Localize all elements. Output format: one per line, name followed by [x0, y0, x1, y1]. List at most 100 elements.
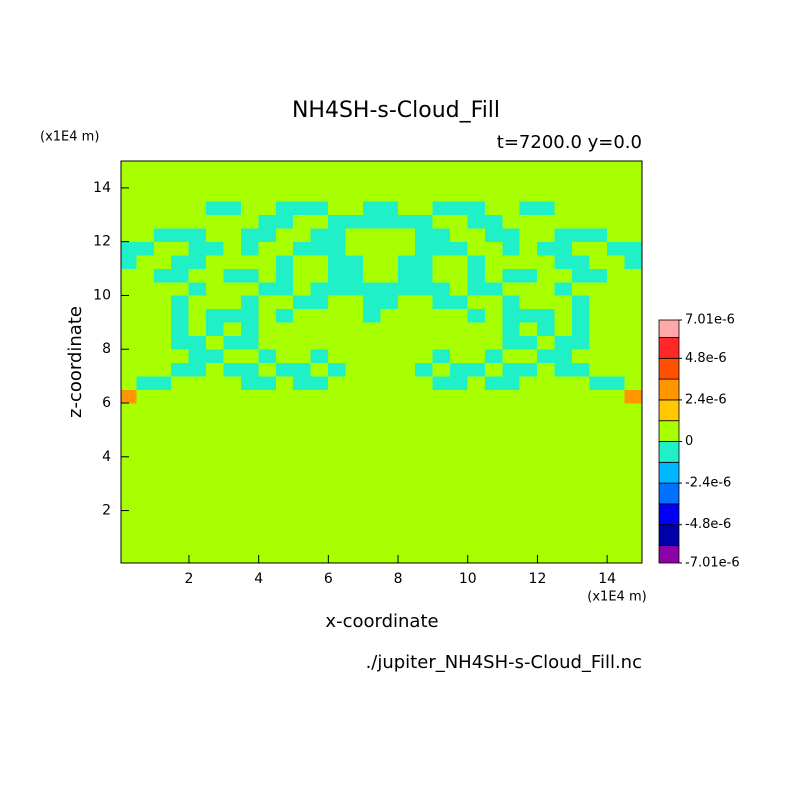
cell — [519, 429, 538, 444]
y-unit: (x1E4 m) — [40, 130, 99, 145]
cell — [467, 537, 486, 552]
cell — [275, 227, 294, 242]
cell — [310, 295, 329, 310]
cell — [153, 241, 172, 256]
colorbar-label: 0 — [685, 434, 693, 449]
cell — [153, 187, 172, 202]
cell — [223, 550, 242, 563]
cell — [397, 362, 416, 377]
cell — [136, 469, 155, 484]
cell — [153, 268, 172, 283]
cell — [467, 254, 486, 269]
cell — [275, 268, 294, 283]
cell — [606, 174, 625, 189]
cell — [310, 496, 329, 511]
x-tick-label: 2 — [184, 571, 193, 587]
cell — [502, 389, 521, 404]
cell — [362, 214, 381, 229]
cell — [502, 550, 521, 563]
cell — [450, 254, 469, 269]
cell — [397, 281, 416, 296]
cell — [415, 161, 434, 175]
plot-frame — [120, 160, 643, 564]
cell — [380, 523, 399, 538]
cell — [136, 174, 155, 189]
cell — [293, 443, 312, 458]
cell — [572, 523, 591, 538]
cell — [310, 443, 329, 458]
cell — [415, 308, 434, 323]
cell — [537, 429, 556, 444]
cell — [537, 443, 556, 458]
cell — [432, 362, 451, 377]
cell — [171, 241, 190, 256]
cell — [328, 201, 347, 216]
cell — [432, 348, 451, 363]
cell — [223, 389, 242, 404]
cell — [432, 241, 451, 256]
cell — [537, 537, 556, 552]
cell — [206, 496, 225, 511]
cell — [624, 456, 642, 471]
cell — [188, 295, 207, 310]
cell — [188, 469, 207, 484]
cell — [502, 523, 521, 538]
cell — [258, 429, 277, 444]
footer: ./jupiter_NH4SH-s-Cloud_Fill.nc — [366, 652, 642, 673]
cell — [467, 281, 486, 296]
cell — [171, 268, 190, 283]
cell — [153, 496, 172, 511]
cell — [362, 483, 381, 498]
cell — [432, 510, 451, 525]
cell — [362, 402, 381, 417]
cell — [432, 161, 451, 175]
cell — [310, 335, 329, 350]
cell — [136, 201, 155, 216]
chart-title: NH4SH-s-Cloud_Fill — [292, 98, 500, 123]
cell — [188, 375, 207, 390]
cell — [554, 295, 573, 310]
cell — [362, 469, 381, 484]
cell — [415, 348, 434, 363]
cell — [450, 201, 469, 216]
cell — [328, 389, 347, 404]
y-tick-label: 8 — [102, 341, 111, 357]
cell — [275, 550, 294, 563]
cell — [589, 456, 608, 471]
cell — [537, 281, 556, 296]
cell — [345, 174, 364, 189]
cell — [240, 281, 259, 296]
cell — [589, 550, 608, 563]
cell — [328, 456, 347, 471]
cell — [432, 281, 451, 296]
cell — [554, 241, 573, 256]
cell — [415, 443, 434, 458]
cell — [258, 295, 277, 310]
cell — [397, 389, 416, 404]
cell — [380, 469, 399, 484]
cell — [240, 523, 259, 538]
cell — [537, 550, 556, 563]
cell — [188, 268, 207, 283]
cell — [467, 456, 486, 471]
cell — [554, 335, 573, 350]
cell — [293, 510, 312, 525]
cell — [171, 510, 190, 525]
cell — [153, 456, 172, 471]
cell — [362, 443, 381, 458]
cell — [121, 241, 137, 256]
cell — [432, 227, 451, 242]
cell — [188, 496, 207, 511]
cell — [624, 335, 642, 350]
cell — [153, 443, 172, 458]
cell — [450, 483, 469, 498]
cell — [432, 268, 451, 283]
y-tick-label: 6 — [102, 395, 111, 411]
cell — [624, 523, 642, 538]
cell — [467, 389, 486, 404]
cell — [362, 187, 381, 202]
cell — [432, 335, 451, 350]
cell — [206, 335, 225, 350]
cell — [606, 254, 625, 269]
cell — [275, 402, 294, 417]
